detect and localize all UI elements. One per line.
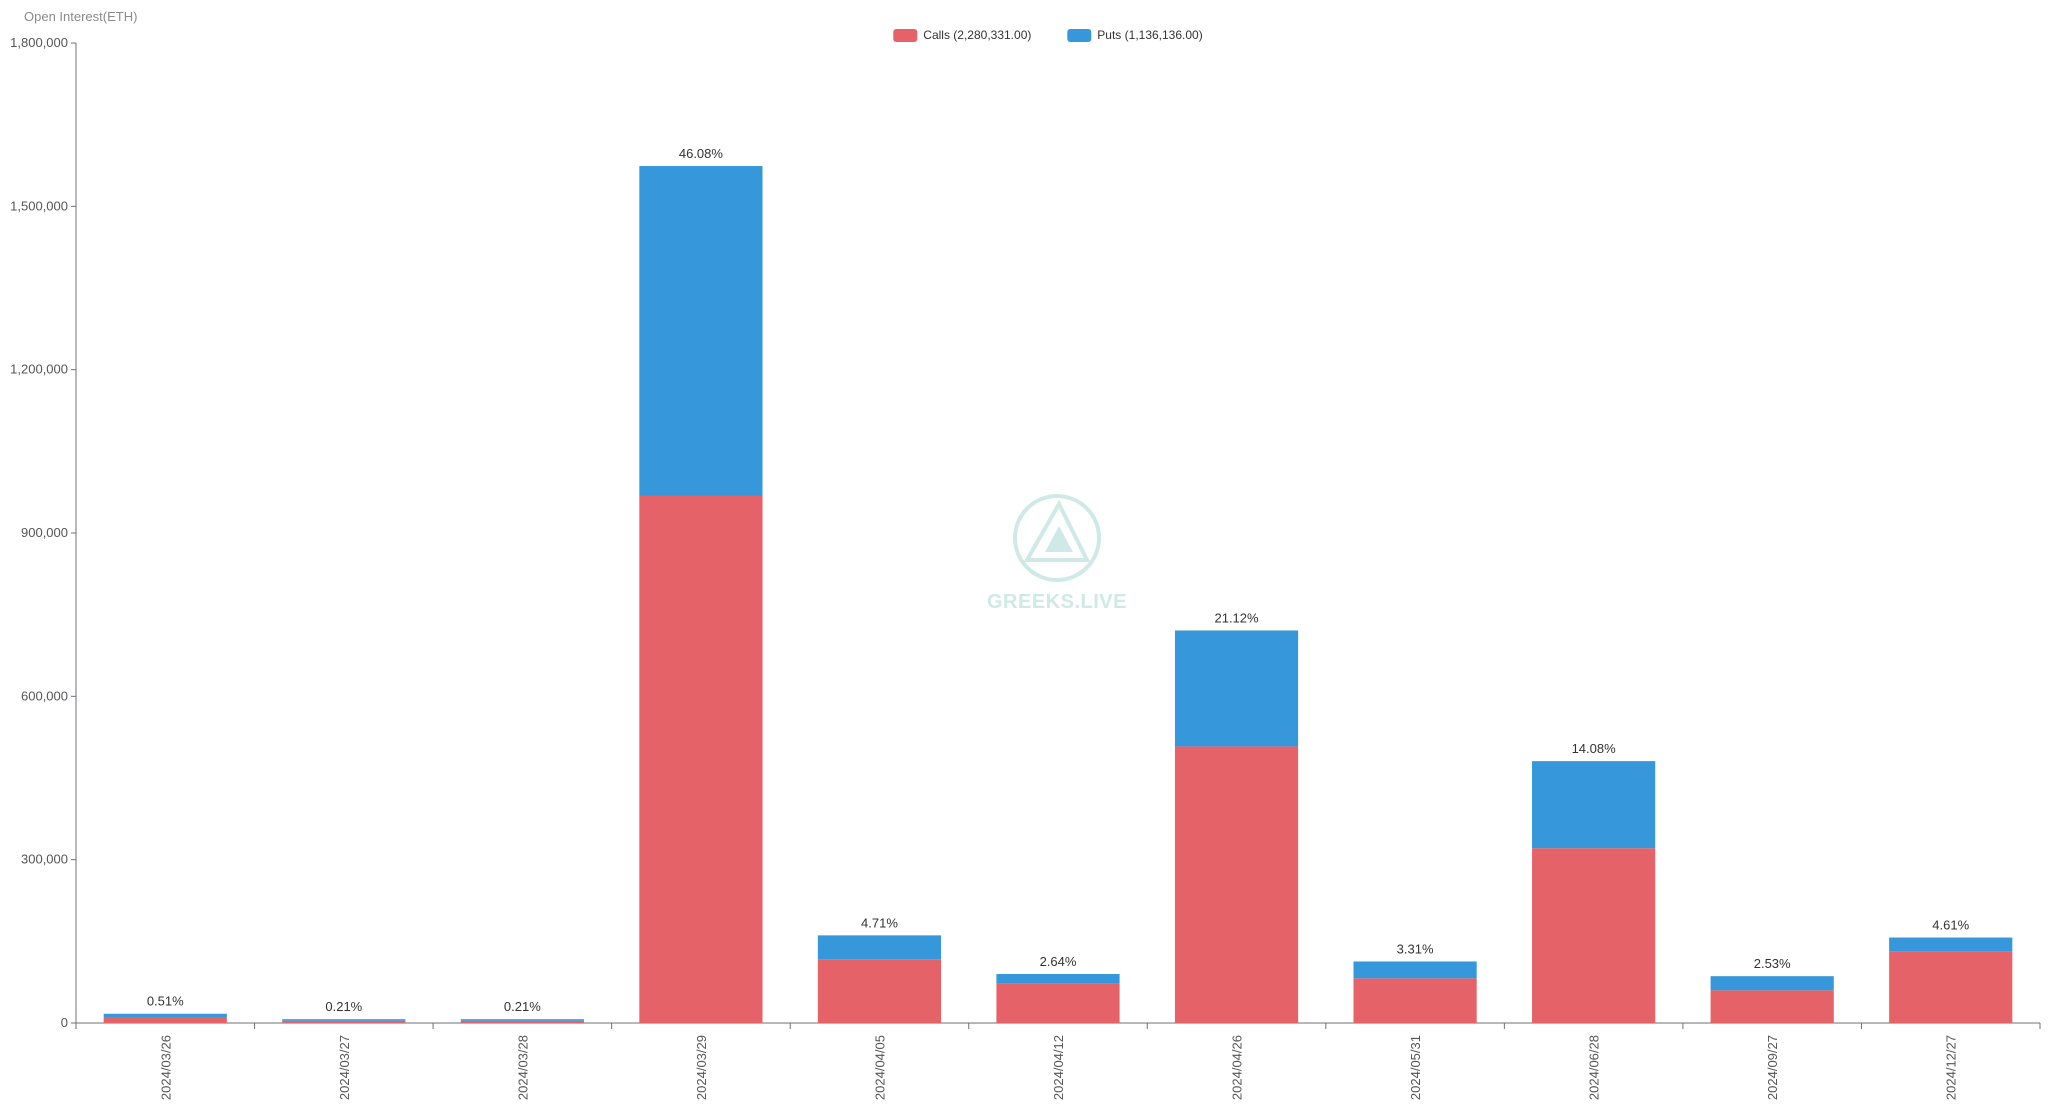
x-axis: 2024/03/26 2024/03/27 2024/03/28 2024/03/29… (75, 1022, 2041, 1100)
watermark-text: GREEKS.LIVE (987, 591, 1127, 613)
x-tick-label: 2024/03/27 (337, 1035, 352, 1100)
bar-calls[interactable] (1710, 990, 1834, 1023)
bars: 0.51% 0.21% 0.21% 46.08% 4.71% 2.64% 21.12% 3.3… (103, 146, 2013, 1023)
x-tick-label: 2024/04/05 (872, 1035, 887, 1100)
x-tick-label: 2024/04/26 (1230, 1035, 1245, 1100)
y-tick-label: 900,000 (21, 525, 68, 540)
watermark-logo: GREEKS.LIVE (987, 494, 1127, 613)
bar-percent-label: 0.21% (504, 999, 541, 1014)
bar-calls[interactable] (817, 959, 942, 1023)
bar-calls[interactable] (1532, 848, 1656, 1023)
legend: Calls (2,280,331.00) Puts (1,136,136.00) (893, 28, 1203, 42)
bar-puts[interactable] (1532, 761, 1656, 849)
bar-calls[interactable] (282, 1020, 406, 1023)
x-tick-label: 2024/03/28 (515, 1035, 530, 1100)
bar-calls[interactable] (1353, 978, 1477, 1023)
legend-swatch (893, 29, 918, 42)
legend-item-puts[interactable]: Puts (1,136,136.00) (1067, 28, 1203, 42)
x-tick-label: 2024/06/28 (1587, 1035, 1602, 1100)
x-tick-label: 2024/04/12 (1051, 1035, 1066, 1100)
legend-item-calls[interactable]: Calls (2,280,331.00) (893, 28, 1031, 42)
bar-puts[interactable] (1174, 630, 1299, 747)
bar-puts[interactable] (639, 166, 763, 496)
legend-label: Calls (2,280,331.00) (923, 28, 1031, 42)
y-tick-label: 0 (61, 1015, 68, 1030)
bar-calls[interactable] (1174, 746, 1299, 1023)
y-axis: 0 300,000 600,000 900,000 1,200,000 1,500,000… (10, 35, 77, 1030)
x-tick-label: 2024/09/27 (1765, 1035, 1780, 1100)
bar-percent-label: 3.31% (1397, 941, 1434, 956)
bar-puts[interactable] (103, 1013, 227, 1018)
legend-swatch (1067, 29, 1092, 42)
y-tick-label: 300,000 (21, 852, 68, 867)
bar-calls[interactable] (996, 983, 1120, 1023)
bar-puts[interactable] (996, 974, 1120, 984)
bar-percent-label: 46.08% (679, 146, 724, 161)
legend-label: Puts (1,136,136.00) (1097, 28, 1202, 42)
bar-percent-label: 4.61% (1932, 918, 1969, 933)
bar-puts[interactable] (817, 935, 942, 960)
y-tick-label: 1,800,000 (10, 35, 68, 50)
bar-calls[interactable] (103, 1017, 227, 1023)
bar-calls[interactable] (1889, 951, 2013, 1023)
bar-calls[interactable] (639, 495, 763, 1023)
bar-puts[interactable] (1353, 961, 1477, 979)
x-tick-label: 2024/03/29 (694, 1035, 709, 1100)
x-tick-label: 2024/12/27 (1944, 1035, 1959, 1100)
bar-percent-label: 2.64% (1040, 954, 1077, 969)
y-tick-label: 1,200,000 (10, 362, 68, 377)
bar-percent-label: 21.12% (1214, 610, 1259, 625)
y-axis-title: Open Interest(ETH) (24, 9, 137, 24)
x-tick-label: 2024/03/26 (158, 1035, 173, 1100)
watermark-triangle (1023, 499, 1091, 562)
bar-percent-label: 2.53% (1754, 956, 1791, 971)
x-tick-label: 2024/05/31 (1408, 1035, 1423, 1100)
bar-puts[interactable] (460, 1019, 584, 1021)
bar-percent-label: 0.21% (325, 999, 362, 1014)
bar-percent-label: 0.51% (147, 994, 184, 1009)
y-tick-label: 600,000 (21, 688, 68, 703)
bar-puts[interactable] (1889, 937, 2013, 952)
watermark-circle (1013, 494, 1101, 582)
bar-puts[interactable] (282, 1019, 406, 1021)
watermark-inner-triangle (1045, 526, 1073, 552)
y-tick-label: 1,500,000 (10, 198, 68, 213)
bar-percent-label: 14.08% (1572, 741, 1617, 756)
bar-percent-label: 4.71% (861, 915, 898, 930)
bar-puts[interactable] (1710, 976, 1834, 991)
bar-calls[interactable] (460, 1020, 584, 1023)
